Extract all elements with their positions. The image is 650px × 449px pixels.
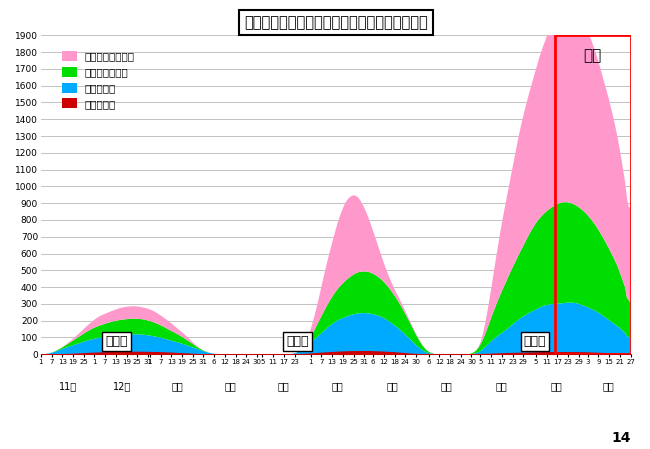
Text: ８月: ８月 [551,381,562,392]
Text: ３月: ３月 [277,381,289,392]
Text: 14: 14 [611,431,630,445]
Bar [555,35,630,354]
Legend: ：入院待機者等数, ：宿泊療養者数, ：入院者数, ：重症者数: ：入院待機者等数, ：宿泊療養者数, ：入院者数, ：重症者数 [58,47,139,113]
Text: ２月: ２月 [224,381,236,392]
Text: 第３波: 第３波 [105,335,127,348]
Text: 第４波: 第４波 [286,335,309,348]
Title: 奈良県内における療養者数、入院者数等の推移: 奈良県内における療養者数、入院者数等の推移 [244,15,428,30]
Text: ４月: ４月 [332,381,343,392]
Text: 次頁: 次頁 [584,48,602,63]
Text: 第５波: 第５波 [524,335,546,348]
Text: 11月: 11月 [58,381,77,392]
Text: 12月: 12月 [113,381,131,392]
Text: ９月: ９月 [603,381,614,392]
Text: ５月: ５月 [386,381,398,392]
Text: １月: １月 [172,381,183,392]
Text: ７月: ７月 [495,381,507,392]
Text: ６月: ６月 [441,381,452,392]
